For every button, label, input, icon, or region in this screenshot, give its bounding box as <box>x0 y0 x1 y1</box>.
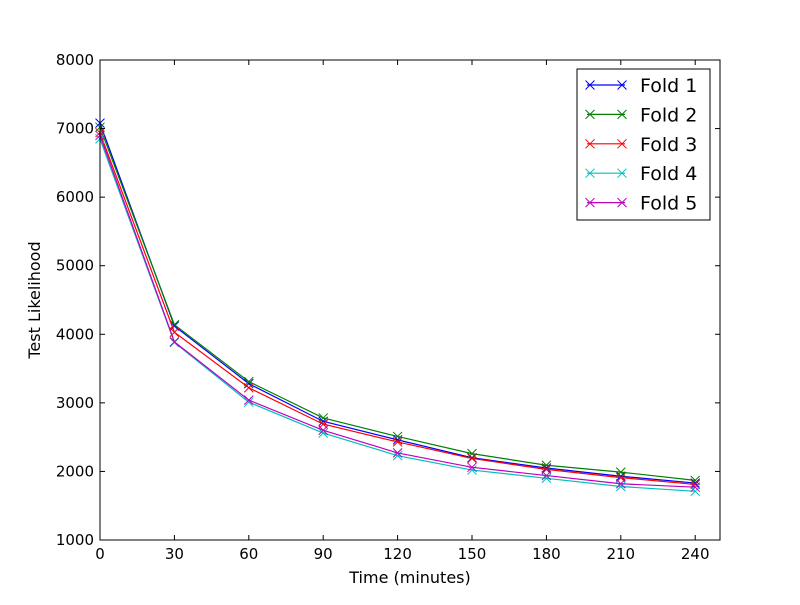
x-axis-label: Time (minutes) <box>348 568 471 587</box>
x-tick-label: 30 <box>165 545 184 563</box>
x-tick-label: 150 <box>458 545 487 563</box>
data-point <box>467 448 477 459</box>
data-point <box>392 448 403 458</box>
data-point <box>690 475 701 486</box>
series-5 <box>95 130 701 493</box>
y-tick-label: 5000 <box>56 257 94 275</box>
x-tick-label: 90 <box>314 545 333 563</box>
legend-label: Fold 5 <box>640 193 697 215</box>
legend-marker <box>617 197 627 208</box>
legend-label: Fold 3 <box>640 134 697 156</box>
legend-marker <box>585 109 595 120</box>
y-tick-label: 6000 <box>56 188 94 206</box>
legend-marker <box>585 138 595 149</box>
legend-marker <box>585 197 595 208</box>
legend-item: Fold 2 <box>585 104 697 126</box>
y-tick-label: 7000 <box>56 120 94 138</box>
legend-item: Fold 3 <box>585 134 697 156</box>
data-point <box>318 428 329 438</box>
data-point <box>243 395 254 405</box>
y-tick-label: 1000 <box>56 531 94 549</box>
data-point <box>169 336 180 347</box>
data-point <box>243 397 254 408</box>
data-point <box>467 453 477 464</box>
plot-frame <box>99 59 721 541</box>
y-tick-label: 2000 <box>56 462 94 480</box>
legend-item: Fold 4 <box>585 163 697 185</box>
legend: Fold 1 Fold 2 Fold 3 Fold 4 Fold 5 <box>576 68 711 221</box>
data-point <box>243 382 254 393</box>
legend-marker <box>617 80 627 90</box>
data-point <box>690 482 701 493</box>
data-point <box>690 486 701 497</box>
legend-marker <box>585 168 595 179</box>
y-tick-label: 4000 <box>56 325 94 343</box>
legend-marker <box>585 80 595 90</box>
legend-box <box>576 68 711 221</box>
series-3 <box>95 127 701 490</box>
data-point <box>615 478 626 489</box>
x-tick-label: 120 <box>383 545 412 563</box>
series-layer <box>95 118 701 497</box>
y-tick-label: 8000 <box>56 51 94 69</box>
data-point <box>541 470 552 481</box>
legend-item: Fold 1 <box>585 75 697 97</box>
data-point <box>392 450 403 461</box>
y-axis-ticks: 1000 2000 3000 4000 5000 6000 7000 8000 <box>56 51 720 549</box>
data-point <box>467 462 477 473</box>
data-point <box>392 437 403 447</box>
data-point <box>318 425 329 436</box>
x-axis-ticks: 0 30 60 90 120 150 180 210 240 <box>95 60 710 563</box>
x-tick-label: 180 <box>532 545 561 563</box>
data-point <box>169 319 180 330</box>
data-point <box>541 460 552 471</box>
legend-label: Fold 1 <box>640 75 697 97</box>
x-tick-label: 210 <box>606 545 635 563</box>
data-point <box>243 378 254 389</box>
data-point <box>615 471 626 482</box>
x-tick-label: 240 <box>681 545 710 563</box>
y-axis-label: Test Likelihood <box>25 241 44 359</box>
legend-marker <box>617 109 627 120</box>
legend-label: Fold 2 <box>640 104 697 126</box>
x-tick-label: 60 <box>239 545 258 563</box>
y-tick-label: 3000 <box>56 394 94 412</box>
x-tick-label: 0 <box>95 545 105 563</box>
legend-item: Fold 5 <box>585 193 697 215</box>
legend-marker <box>617 168 627 179</box>
legend-label: Fold 4 <box>640 163 697 185</box>
legend-marker <box>617 138 627 149</box>
